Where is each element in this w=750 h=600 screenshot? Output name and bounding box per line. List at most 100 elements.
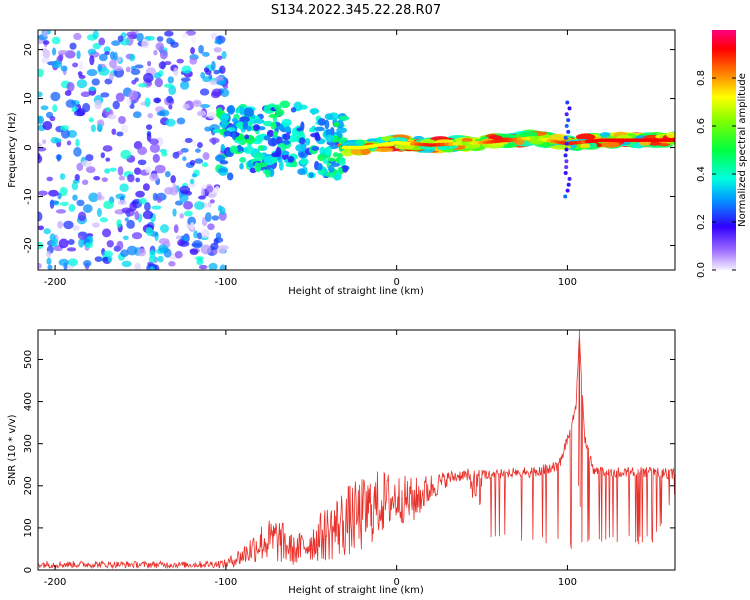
spectrogram-cell	[267, 137, 278, 147]
spectrogram-cell	[227, 104, 236, 115]
spectrogram-cell	[58, 238, 69, 249]
spectrogram-cell	[243, 107, 255, 117]
spectrogram-cell	[106, 240, 114, 248]
spectrogram-cell	[229, 145, 238, 154]
spectrogram-cell	[242, 119, 249, 130]
spectrogram-cell	[215, 154, 226, 162]
spectrogram-cell	[168, 261, 176, 267]
spectrogram-cell	[149, 143, 161, 154]
spectrogram-cell	[266, 129, 275, 138]
y-tick-label: 20	[23, 43, 34, 56]
spectrogram-cell	[132, 200, 139, 205]
spectrogram-cell	[278, 150, 290, 156]
spectrogram-cell	[126, 219, 135, 229]
snr-x-axis-label: Height of straight line (km)	[288, 585, 424, 596]
spectrogram-cell	[336, 127, 348, 134]
spectrogram-cell	[226, 172, 234, 181]
spectrogram-cell	[195, 148, 201, 153]
spectrogram-cell	[105, 157, 111, 162]
spectrogram-cell	[549, 133, 568, 141]
spectrogram-cell	[121, 124, 129, 134]
x-tick-label: 100	[558, 277, 577, 288]
x-tick-label: -200	[44, 277, 67, 288]
spectrogram-cell	[111, 128, 117, 135]
spectrogram-cell	[216, 55, 223, 61]
spectrogram-streak-cell	[563, 153, 568, 158]
spectrogram-cell	[126, 97, 132, 107]
spectrogram-cell	[221, 51, 227, 60]
spectrogram-cell	[278, 160, 284, 171]
spectrogram-cell	[76, 199, 85, 207]
spectrogram-cell	[152, 153, 160, 163]
spectrogram-cell	[257, 162, 268, 168]
spectrogram-cell	[73, 147, 82, 157]
spectrogram-cell	[179, 193, 189, 203]
spectrogram-cell	[239, 116, 250, 123]
spectrogram-cell	[59, 173, 66, 180]
spectrogram-cell	[38, 115, 45, 125]
spectrogram-streak-cell	[564, 141, 569, 146]
spectrogram-cell	[189, 178, 195, 185]
spectrogram-cell	[158, 61, 167, 70]
spectrogram-cell	[243, 146, 254, 154]
spectrogram-cell	[188, 181, 196, 188]
spectrogram-cell	[197, 142, 203, 149]
spectrogram-cell	[231, 117, 238, 123]
spectrogram-cell	[174, 200, 184, 206]
spectrogram-cell	[149, 138, 159, 145]
spectrogram-cell	[205, 185, 214, 193]
spectrogram-cell	[311, 108, 316, 116]
spectrogram-cell	[206, 112, 217, 119]
spectrogram-cell	[200, 229, 210, 238]
spectrogram-cell	[50, 91, 61, 102]
colorbar-tick-label: 0.4	[696, 166, 707, 182]
spectrogram-cell	[138, 197, 147, 205]
spectrogram-cell	[316, 162, 323, 171]
spectrogram-cell	[120, 249, 129, 257]
spectrogram-cell	[117, 199, 127, 206]
spectrogram-cell	[204, 212, 212, 222]
spectrogram-cell	[156, 111, 166, 116]
spectrogram-cell	[81, 160, 93, 168]
spectrogram-cell	[38, 190, 48, 196]
spectrogram-cell	[153, 97, 162, 104]
spectrogram-cell	[279, 100, 291, 109]
spectrogram-cell	[141, 39, 150, 49]
spectrogram-cell	[190, 47, 195, 55]
spectrogram-cell	[77, 211, 87, 222]
colorbar-tick-label: 0.0	[696, 262, 707, 278]
spectrogram-streak-cell	[566, 129, 571, 134]
y-tick-label: 200	[23, 476, 34, 495]
spectrogram-cell	[66, 140, 72, 146]
spectrogram-cell	[130, 68, 141, 76]
spectrogram-cell	[84, 242, 93, 249]
spectrogram-cell	[67, 258, 79, 267]
spectrogram-cell	[122, 235, 129, 241]
spectrogram-cell	[85, 154, 94, 162]
spectrogram-cell	[137, 159, 147, 166]
spectrogram-cell	[180, 147, 189, 153]
spectrogram-cell	[209, 137, 220, 144]
spectrogram-cell	[201, 161, 209, 168]
spectrogram-cell	[91, 78, 100, 86]
spectrogram-cell	[173, 67, 179, 77]
spectrogram-streak-cell	[565, 188, 570, 193]
spectrogram-cell	[42, 139, 47, 144]
spectrogram-cell	[109, 51, 115, 60]
spectrogram-cell	[148, 255, 157, 263]
spectrogram-streak-cell	[564, 147, 569, 152]
spectrogram-cell	[181, 65, 192, 74]
spectrogram-cell	[82, 204, 93, 213]
spectrogram-cell	[142, 183, 150, 191]
spectrogram-streak-cell	[567, 176, 572, 181]
spectrogram-cell	[69, 42, 77, 50]
spectrogram-cell	[143, 72, 154, 83]
spectrogram-cell	[272, 130, 278, 137]
spectrogram-cell	[239, 163, 244, 170]
spectrogram-cell	[187, 216, 196, 226]
spectrogram-cell	[58, 258, 70, 267]
spectrogram-cell	[109, 167, 117, 172]
spectrogram-cell	[174, 250, 183, 259]
spectrogram-cell	[189, 248, 199, 256]
